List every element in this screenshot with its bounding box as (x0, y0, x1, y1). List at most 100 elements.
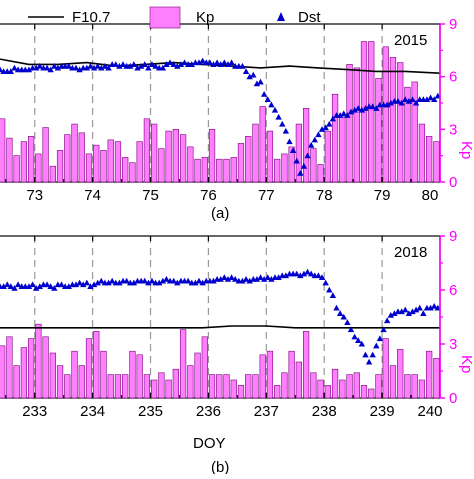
dst-point (101, 62, 109, 69)
kp-bar (194, 158, 201, 183)
kp-bar (288, 350, 295, 399)
dst-point (420, 310, 427, 316)
kp-bar (433, 358, 440, 399)
kp-bar (0, 118, 6, 183)
kp-bar (187, 146, 194, 183)
dst-point (0, 283, 7, 289)
legend: F10.7 Kp Dst (28, 6, 321, 29)
kp-bar (223, 374, 230, 399)
dst-point (351, 106, 358, 113)
kp-bar (13, 365, 20, 399)
dst-point (383, 101, 391, 108)
kp-bar (165, 130, 172, 183)
x-tick-label: 240 (417, 403, 442, 420)
kp-bar (208, 374, 216, 399)
dst-point (398, 308, 405, 315)
dst-point (253, 80, 261, 87)
kp-bar (397, 62, 404, 183)
dst-point (257, 78, 264, 85)
dst-point (116, 62, 123, 69)
kp-bar (331, 368, 339, 399)
kp-bar (129, 350, 136, 399)
kp-bar (382, 338, 389, 399)
dst-point (130, 61, 138, 67)
dst-point (344, 112, 351, 118)
dst-point (170, 61, 177, 67)
kp-bar (433, 141, 440, 183)
plot-frame (0, 235, 441, 399)
kp-bar (259, 106, 266, 183)
dst-point (14, 281, 22, 288)
dst-point (47, 283, 54, 289)
kp-bar (13, 155, 20, 183)
kp-bar (172, 368, 179, 399)
dst-point (210, 61, 217, 67)
dst-point (264, 274, 271, 280)
dst-point (76, 66, 83, 73)
kp-bar (302, 107, 310, 183)
dst-point (210, 277, 217, 284)
kp-bar (6, 137, 13, 183)
panel-b: 233 234 235 236 237 238 239 240 0 3 6 9 Kp 2018 (b) DOY (0, 228, 474, 476)
kp-bar (245, 136, 252, 183)
dst-point (340, 313, 347, 320)
dst-point (326, 286, 333, 293)
dst-point (98, 277, 105, 284)
dst-point (72, 281, 80, 288)
dst-point (90, 64, 98, 71)
dst-point (318, 126, 326, 132)
dst-point (398, 99, 405, 106)
x-tick-label: 76 (200, 187, 217, 204)
dst-point (119, 61, 127, 67)
kp-bar (404, 374, 411, 399)
kp-bar (100, 350, 107, 399)
kp-bar (172, 129, 179, 183)
kp-bar (331, 93, 339, 183)
kp-bar (93, 144, 100, 183)
dst-point (318, 274, 326, 280)
dst-point (87, 62, 94, 69)
dst-point (260, 91, 268, 97)
dst-point (29, 281, 36, 288)
dst-point (369, 103, 376, 110)
kp-tick-label: 6 (449, 282, 457, 299)
kp-bar (426, 350, 433, 399)
dst-point (141, 277, 148, 284)
x-tick-label: 235 (138, 403, 163, 420)
dst-point (268, 276, 275, 282)
kp-bar (93, 331, 100, 399)
kp-axis-title: Kp (458, 141, 474, 159)
kp-bar (353, 67, 360, 183)
dst-point (304, 152, 311, 159)
dst-point (228, 274, 235, 280)
dst-point (213, 59, 221, 66)
x-tick-label: 234 (80, 403, 105, 420)
kp-bar (85, 153, 93, 183)
dst-point (402, 306, 409, 313)
dst-point (76, 279, 83, 286)
kp-bar (49, 352, 56, 399)
dst-point (224, 276, 232, 282)
dst-point (347, 326, 355, 333)
kp-bar (187, 365, 194, 399)
x-tick-label: 74 (84, 187, 101, 204)
kp-bar (129, 162, 136, 183)
kp-bar (35, 323, 42, 399)
kp-bar (368, 41, 375, 183)
dst-point (141, 61, 148, 67)
dst-point (83, 64, 91, 71)
dst-point (307, 141, 315, 148)
dst-point (25, 283, 33, 289)
kp-tick-label: 9 (449, 16, 457, 33)
kp-bar (27, 136, 35, 183)
kp-bar (107, 374, 114, 399)
legend-dst-label: Dst (298, 9, 321, 26)
panel-caption: (b) (211, 459, 229, 474)
kp-bar (179, 134, 187, 183)
x-tick-label: 75 (142, 187, 159, 204)
kp-bar (122, 374, 129, 399)
dst-point (355, 105, 362, 111)
kp-bar (71, 123, 78, 183)
dst-point (192, 279, 199, 286)
